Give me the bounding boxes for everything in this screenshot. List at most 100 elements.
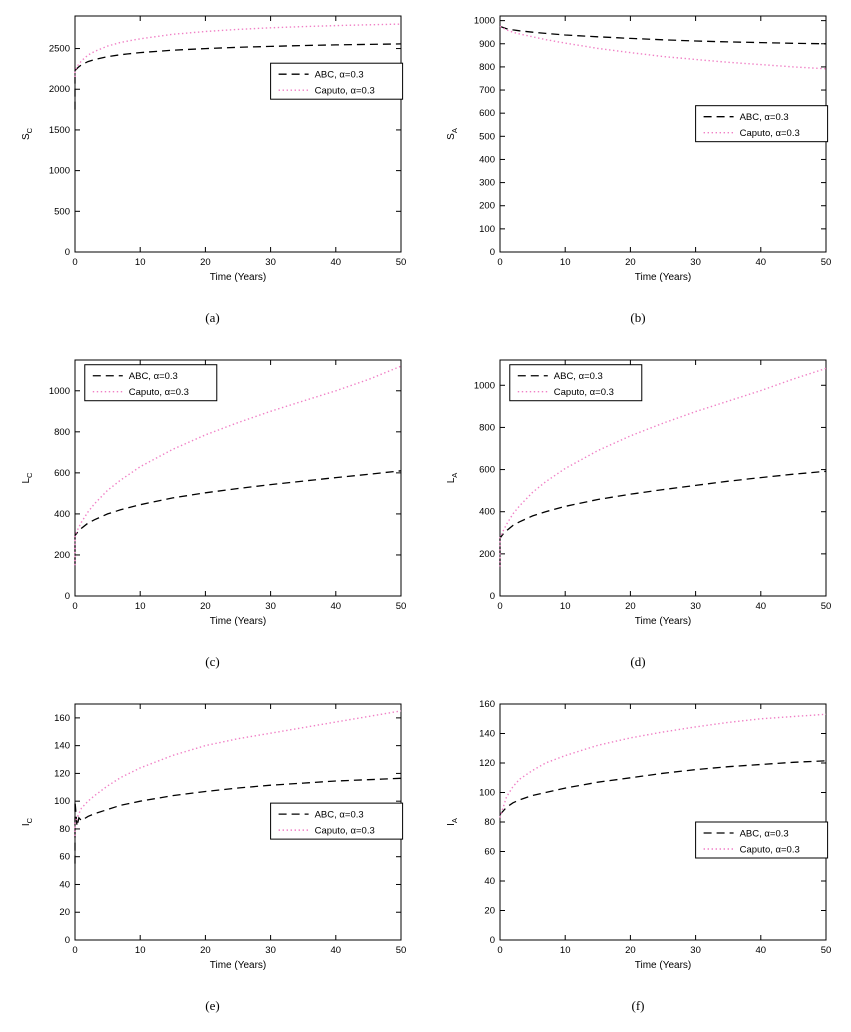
y-axis-label: LC xyxy=(21,472,34,484)
x-tick-label: 0 xyxy=(72,945,77,956)
x-tick-label: 0 xyxy=(72,257,77,268)
y-tick-label: 600 xyxy=(54,468,70,479)
legend-label-1: Caputo, α=0.3 xyxy=(740,845,800,856)
legend-frame xyxy=(695,821,829,859)
y-tick-label: 0 xyxy=(64,247,69,258)
y-tick-label: 140 xyxy=(479,729,495,740)
y-tick-label: 100 xyxy=(54,796,70,807)
y-tick-label: 600 xyxy=(479,108,495,119)
y-tick-label: 1000 xyxy=(474,16,495,27)
legend-label-0: ABC, α=0.3 xyxy=(554,371,603,382)
x-tick-label: 20 xyxy=(200,257,211,268)
y-axis-label: LA xyxy=(446,473,459,484)
series-line-1 xyxy=(499,367,827,567)
series-line-0 xyxy=(499,470,827,567)
legend-label-0: ABC, α=0.3 xyxy=(740,112,789,123)
x-tick-label: 10 xyxy=(560,945,571,956)
legend-label-1: Caputo, α=0.3 xyxy=(128,387,188,398)
chart-d-canvas: 0 10 20 30 40 50 0 200 400 600 800 1000 Time (Years)… xyxy=(446,359,832,627)
y-tick-label: 160 xyxy=(54,713,70,724)
x-tick-label: 30 xyxy=(690,945,701,956)
y-tick-label: 900 xyxy=(479,39,495,50)
y-tick-label: 400 xyxy=(479,154,495,165)
subfigure-c-caption: (c) xyxy=(205,654,220,669)
y-axis-label: IC xyxy=(21,817,34,826)
x-tick-label: 10 xyxy=(134,945,145,956)
x-tick-label: 0 xyxy=(72,601,77,612)
x-tick-label: 10 xyxy=(134,257,145,268)
x-tick-label: 10 xyxy=(560,601,571,612)
x-tick-label: 30 xyxy=(690,257,701,268)
x-tick-label: 40 xyxy=(756,945,767,956)
series-line-1 xyxy=(499,713,827,818)
legend-label-0: ABC, α=0.3 xyxy=(740,829,789,840)
y-tick-label: 0 xyxy=(490,591,495,602)
chart-b-canvas: 0 10 20 30 40 5001002003004005006007008009001… xyxy=(446,15,832,283)
y-tick-label: 500 xyxy=(479,131,495,142)
y-tick-label: 120 xyxy=(479,758,495,769)
legend-frame xyxy=(509,364,643,402)
chart-e-canvas: 0 10 20 30 40 50 0 20 40 60 80 100 120 140 160 Time (Ye… xyxy=(21,703,406,971)
x-tick-label: 0 xyxy=(497,257,502,268)
y-tick-label: 60 xyxy=(59,852,70,863)
y-tick-label: 60 xyxy=(484,847,495,858)
y-tick-label: 0 xyxy=(490,935,495,946)
y-tick-label: 800 xyxy=(479,62,495,73)
subfigure-c: 0 10 20 30 40 50 0 200 400 600 800 1000 Time (Years)… xyxy=(0,344,425,688)
y-tick-label: 500 xyxy=(54,206,70,217)
x-tick-label: 40 xyxy=(756,257,767,268)
x-tick-label: 50 xyxy=(395,257,406,268)
plot-area xyxy=(74,15,401,253)
y-tick-label: 300 xyxy=(479,178,495,189)
y-tick-label: 0 xyxy=(64,591,69,602)
subfigure-d-caption: (d) xyxy=(630,654,646,669)
y-tick-label: 120 xyxy=(54,768,70,779)
x-tick-label: 0 xyxy=(497,601,502,612)
y-tick-label: 20 xyxy=(59,907,70,918)
x-tick-label: 20 xyxy=(625,601,636,612)
y-tick-label: 1000 xyxy=(474,380,495,391)
legend-label-0: ABC, α=0.3 xyxy=(314,70,363,81)
x-tick-label: 10 xyxy=(134,601,145,612)
y-tick-label: 40 xyxy=(484,876,495,887)
y-tick-label: 20 xyxy=(484,906,495,917)
subfigure-f-caption: (f) xyxy=(631,998,645,1013)
x-axis-label: Time (Years) xyxy=(209,616,266,627)
y-axis-label: SA xyxy=(446,128,459,140)
y-tick-label: 400 xyxy=(479,507,495,518)
series-line-0 xyxy=(499,760,827,816)
x-tick-label: 50 xyxy=(821,257,832,268)
legend-box: ABC, α=0.3 Caputo, α=0.3 xyxy=(509,364,643,402)
x-tick-label: 50 xyxy=(821,945,832,956)
x-tick-label: 50 xyxy=(821,601,832,612)
chart-f-canvas: 0 10 20 30 40 50 0 20 40 60 80 100 120 140 160 Time (Ye… xyxy=(446,699,832,971)
y-tick-label: 200 xyxy=(479,201,495,212)
y-tick-label: 140 xyxy=(54,741,70,752)
subfigure-a: 0 10 20 30 40 50 0 500 1000 1500 2000 2500 Time (Yea… xyxy=(0,0,425,344)
x-tick-label: 30 xyxy=(265,257,276,268)
x-tick-label: 30 xyxy=(265,601,276,612)
legend-label-1: Caputo, α=0.3 xyxy=(314,86,374,97)
series-line-0 xyxy=(73,43,401,110)
y-tick-label: 1000 xyxy=(48,386,69,397)
series-line-0 xyxy=(73,777,401,864)
legend-label-0: ABC, α=0.3 xyxy=(128,371,177,382)
y-tick-label: 600 xyxy=(479,465,495,476)
subfigure-b-caption: (b) xyxy=(630,310,646,325)
legend-label-0: ABC, α=0.3 xyxy=(314,810,363,821)
y-tick-label: 1000 xyxy=(48,166,69,177)
y-tick-label: 800 xyxy=(54,427,70,438)
y-tick-label: 800 xyxy=(479,422,495,433)
y-tick-label: 0 xyxy=(64,935,69,946)
legend-box: ABC, α=0.3 Caputo, α=0.3 xyxy=(695,105,829,143)
x-tick-label: 20 xyxy=(625,945,636,956)
legend-box: ABC, α=0.3 Caputo, α=0.3 xyxy=(269,802,403,840)
x-tick-label: 50 xyxy=(395,945,406,956)
legend-frame xyxy=(695,105,829,143)
legend-box: ABC, α=0.3 Caputo, α=0.3 xyxy=(269,62,403,100)
y-tick-label: 40 xyxy=(59,879,70,890)
y-tick-label: 2000 xyxy=(48,84,69,95)
x-tick-label: 50 xyxy=(395,601,406,612)
